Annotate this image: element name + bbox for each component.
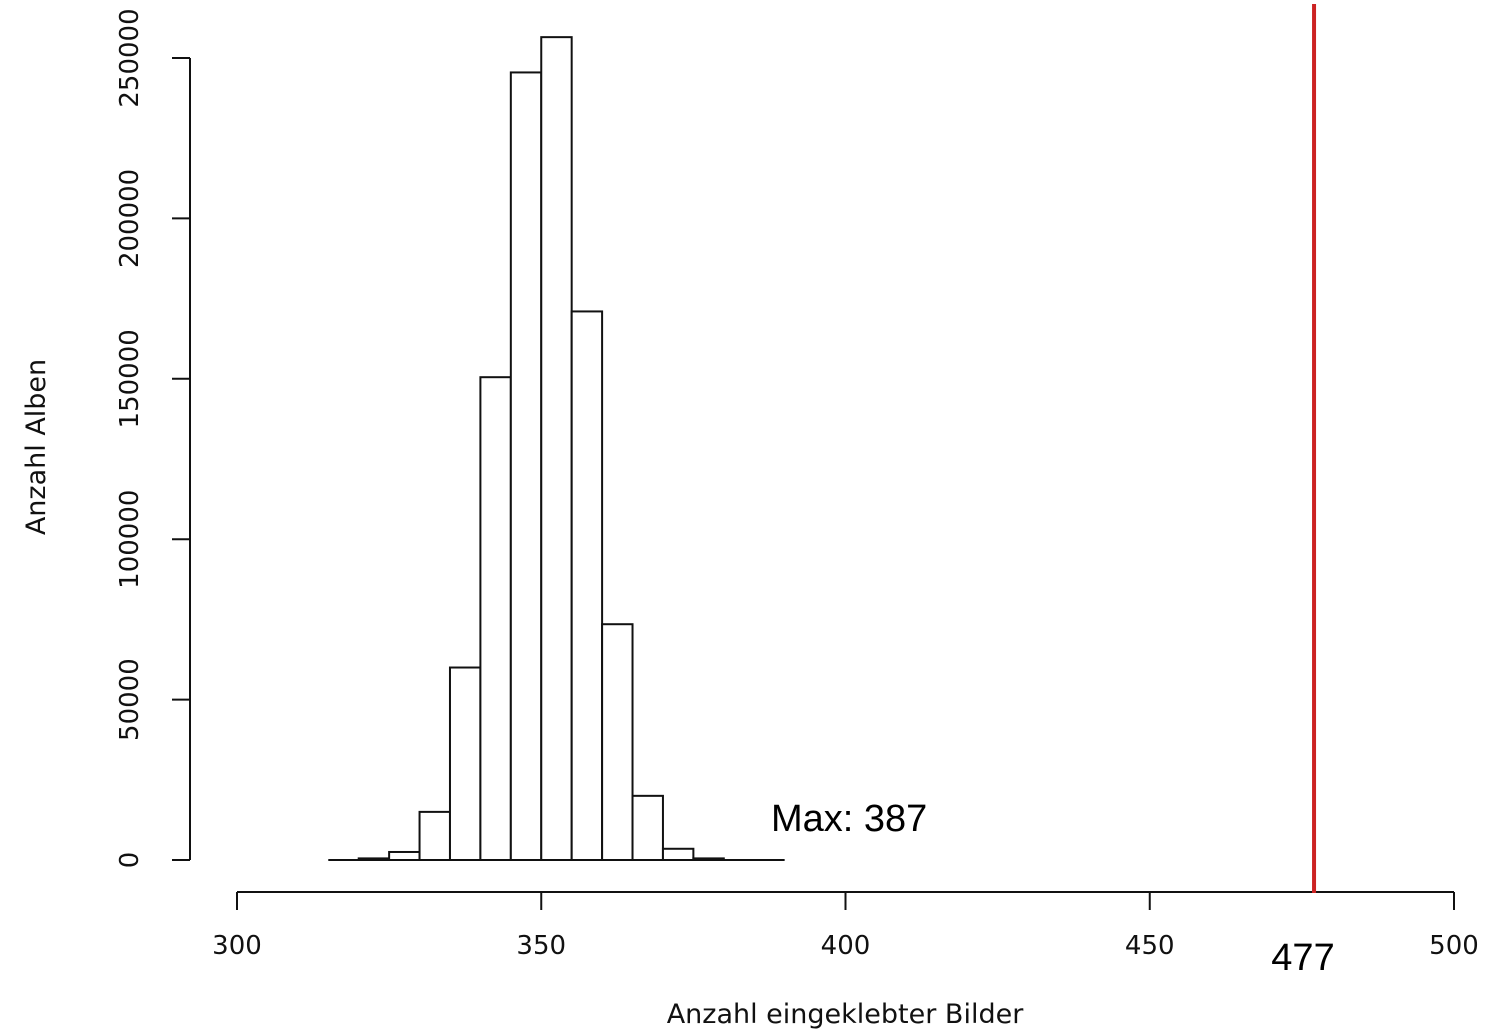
y-tick-label: 200000	[115, 169, 145, 268]
histogram-bar	[479, 376, 512, 861]
x-tick-label: 400	[821, 931, 871, 961]
y-tick-label: 50000	[115, 658, 145, 741]
y-tick-label: 150000	[115, 329, 145, 428]
x-tick-label: 300	[212, 931, 262, 961]
histogram-bar	[570, 310, 604, 861]
y-tick-label: 0	[115, 852, 145, 869]
histogram-bar	[418, 810, 451, 862]
x-tick-label: 350	[516, 931, 566, 961]
x-axis: 300 350 400 450 500	[212, 891, 1479, 961]
histogram-bar	[631, 794, 664, 862]
histogram-bar	[601, 623, 634, 861]
x-axis-title: Anzahl eingeklebter Bilder	[667, 999, 1025, 1030]
histogram-bar	[540, 36, 573, 861]
histogram-bar	[509, 71, 543, 862]
max-annotation: Max: 387	[771, 798, 927, 840]
x-tick-label: 500	[1429, 931, 1479, 961]
y-tick-label: 100000	[115, 490, 145, 589]
x-tick-label: 450	[1125, 931, 1175, 961]
histogram-bar	[388, 850, 421, 861]
histogram-bar	[448, 666, 482, 862]
reference-line-label: 477	[1271, 937, 1334, 979]
histogram-bar	[661, 847, 695, 861]
y-axis: 0 50000 100000 150000 200000 250000	[115, 8, 191, 869]
histogram-bars	[357, 36, 725, 862]
y-tick-label: 250000	[115, 8, 145, 107]
y-axis-title: Anzahl Alben	[21, 359, 52, 535]
